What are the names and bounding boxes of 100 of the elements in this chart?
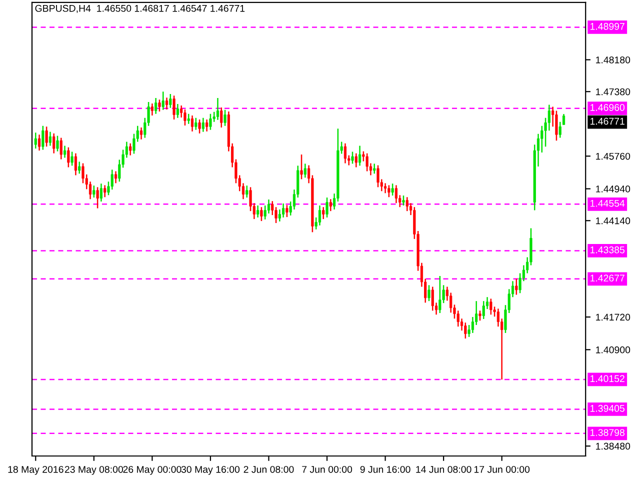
candlestick [92,184,96,198]
candlestick [56,135,59,152]
candlestick [63,145,66,158]
chart-title: GBPUSD,H4 1.46550 1.46817 1.46547 1.46771 [35,4,245,13]
candlestick [391,182,394,196]
candlestick [206,118,208,132]
candlestick [140,126,143,140]
x-tick-label: 30 May 16:00 [181,466,240,475]
y-tick-label: 1.45760 [596,152,630,160]
candlestick [558,121,562,138]
candlestick [394,184,398,204]
x-tick-label: 23 May 08:00 [64,466,123,475]
ref-line-label: 1.39405 [590,404,624,412]
candlestick [162,90,164,111]
candlestick [384,182,387,194]
candlestick [428,284,430,302]
candlestick [180,104,183,118]
y-tick-label: 1.41720 [596,314,630,321]
y-tick-label: 1.40900 [596,346,630,354]
candlestick [100,182,103,202]
candlestick [220,106,223,128]
candlestick [34,132,37,150]
x-tick-label: 18 May 2016 [8,466,64,475]
candlestick [194,117,198,130]
y-tick-label: 1.47380 [596,88,630,96]
candlestick [176,103,179,119]
candlestick [373,163,376,174]
candlestick [190,114,194,132]
candlestick [45,126,48,148]
candlestick [286,204,288,218]
candlestick [464,322,467,340]
candlestick [358,145,362,166]
candlestick [70,151,74,166]
ref-line-label: 1.44554 [590,200,625,207]
candlestick [96,186,99,209]
candlestick [224,109,226,126]
ref-line-label: 1.40152 [590,375,624,382]
candlestick [60,137,62,160]
candlestick [172,94,176,120]
candlestick [548,104,550,132]
candlestick [74,152,78,176]
candlestick [158,98,161,112]
candlestick [482,300,485,320]
candlestick [329,198,332,212]
ref-line-label: 1.48997 [590,22,624,30]
candlestick [202,117,204,132]
text: 1.46771 [590,118,624,125]
candlestick [38,134,41,152]
candlestick [555,110,558,142]
x-tick-label: 7 Jun 00:00 [302,466,352,473]
candlestick [354,152,358,168]
candlestick [322,206,325,220]
candlestick [42,125,44,150]
x-tick-label: 17 Jun 00:00 [474,466,530,473]
candlestick [209,113,212,130]
ref-line-label: 1.43385 [590,246,624,254]
candlestick [515,278,518,296]
candlestick [351,151,354,164]
candlestick [376,164,380,188]
x-tick-label: 9 Jun 16:00 [360,466,410,473]
x-tick-label: 14 Jun 08:00 [416,466,472,473]
candlestick [300,154,303,180]
candlestick [406,196,408,212]
candlestick [150,102,154,116]
candlestick [267,198,270,214]
candlestick [562,113,566,126]
candlestick [216,97,220,121]
candlestick [165,96,168,110]
candlestick [438,275,442,314]
y-tick-label: 1.38480 [596,442,630,450]
candlestick [388,184,390,198]
y-tick-label: 1.44940 [596,186,630,192]
candlestick [187,113,190,124]
candlestick [169,93,172,109]
candlestick [104,184,106,198]
candlestick [198,118,201,134]
candlestick [431,286,434,312]
candlestick [260,206,263,222]
candlestick [402,194,405,206]
ref-line-label: 1.42677 [590,274,624,282]
candlestick [344,142,347,164]
y-tick-label: 1.44140 [596,217,630,224]
candlestick [48,131,52,146]
candlestick [154,97,158,115]
ref-line-label: 1.38798 [590,429,624,436]
candlestick [478,310,482,322]
candlestick [78,161,81,174]
y-tick-label: 1.48180 [596,56,630,64]
candlestick [52,132,56,154]
candlestick [129,142,132,156]
candlestick [67,146,70,168]
candlestick [256,204,260,218]
x-tick-label: 2 Jun 08:00 [244,466,294,473]
candlestick [184,108,186,126]
candlestick [366,152,368,172]
candlestick [304,163,306,178]
ref-line-label: 1.46960 [590,104,625,111]
candlestick [282,202,285,218]
candlestick [246,184,248,198]
candlestick [114,170,118,184]
